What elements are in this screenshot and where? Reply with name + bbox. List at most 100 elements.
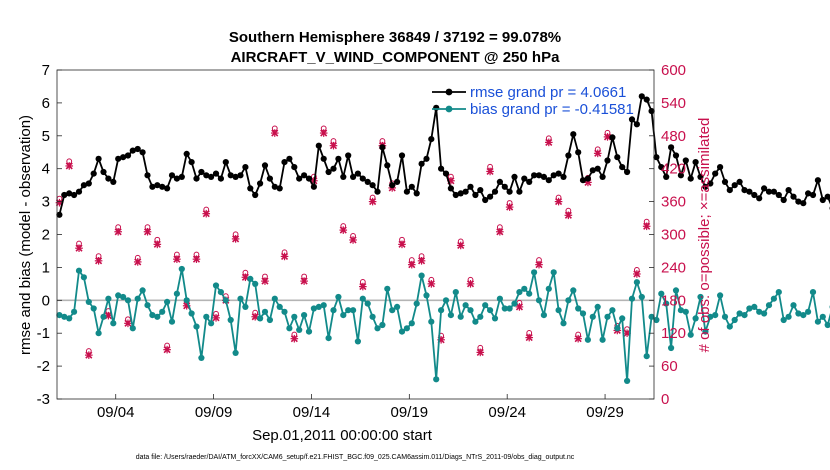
bias-point — [188, 310, 195, 317]
y-right-tick-label: 600 — [661, 62, 686, 79]
y-tick-label: 2 — [42, 227, 50, 244]
bias-point — [447, 312, 454, 319]
bias-point — [310, 305, 317, 312]
bias-point — [247, 275, 254, 282]
bias-point — [535, 297, 543, 304]
bias-point — [491, 315, 499, 322]
y-axis-label: rmse and bias (model - observation) — [17, 115, 34, 355]
bias-point — [462, 302, 469, 309]
count-assimilated-marker — [486, 167, 494, 176]
rmse-point — [633, 121, 641, 128]
bias-point — [178, 265, 185, 273]
bias-point — [379, 321, 386, 329]
y-tick-label: -2 — [37, 358, 50, 375]
x-tick-label: 09/29 — [586, 404, 624, 421]
rmse-point — [545, 177, 552, 184]
rmse-point — [487, 193, 494, 200]
bias-point — [672, 287, 680, 294]
rmse-point — [398, 152, 406, 159]
bias-point — [369, 313, 376, 320]
bias-point — [164, 298, 171, 305]
rmse-point — [379, 144, 386, 151]
data-file-footer: data file: /Users/raeder/DAI/ATM_forcXX/… — [136, 454, 575, 461]
bias-point — [80, 274, 87, 281]
count-assimilated-marker — [261, 277, 269, 285]
bias-point — [252, 280, 259, 287]
rmse-point — [535, 172, 543, 179]
count-assimilated-marker — [398, 240, 406, 249]
bias-point — [741, 312, 748, 319]
bias-point — [599, 336, 606, 343]
bias-point — [633, 279, 641, 286]
legend-rmse-marker — [445, 88, 453, 96]
rmse-point — [301, 172, 308, 179]
rmse-point — [604, 157, 611, 164]
rmse-point — [751, 191, 758, 199]
bias-point — [227, 316, 234, 324]
bias-point — [819, 313, 826, 320]
rmse-point — [281, 159, 288, 166]
bias-point — [168, 318, 176, 325]
chart-subtitle: AIRCRAFT_V_WIND_COMPONENT @ 250 hPa — [231, 49, 561, 66]
y-tick-label: 1 — [42, 259, 50, 276]
bias-point — [565, 297, 572, 304]
y-right-tick-label: 480 — [661, 128, 686, 145]
bias-point — [315, 303, 322, 310]
count-assimilated-marker — [114, 227, 122, 236]
bias-point — [71, 308, 78, 315]
bias-point — [208, 320, 215, 327]
count-assimilated-marker — [124, 319, 132, 328]
rmse-point — [575, 149, 582, 156]
rmse-point — [819, 196, 826, 204]
bias-point — [345, 307, 352, 314]
rmse-point — [790, 193, 797, 200]
bias-point — [129, 325, 136, 332]
bias-point — [692, 315, 699, 322]
bias-point — [325, 335, 332, 342]
rmse-point — [364, 178, 371, 185]
count-assimilated-marker — [349, 236, 357, 244]
rmse-point — [296, 175, 303, 182]
bias-point — [746, 305, 753, 312]
rmse-point — [291, 164, 298, 171]
bias-point — [643, 353, 650, 360]
rmse-point — [555, 170, 562, 177]
rmse-point — [75, 188, 83, 195]
bias-point — [124, 297, 132, 304]
bias-point — [765, 302, 773, 309]
rmse-point — [570, 131, 577, 138]
bias-point — [482, 302, 489, 309]
bias-point — [110, 320, 117, 327]
y-tick-label: 3 — [42, 194, 50, 211]
bias-point — [296, 326, 303, 333]
bias-point — [56, 312, 63, 319]
bias-point — [291, 313, 298, 320]
y-right-tick-label: 240 — [661, 259, 686, 276]
bias-point — [668, 344, 675, 352]
bias-point — [516, 289, 523, 296]
rmse-point — [756, 195, 763, 202]
rmse-point — [144, 172, 151, 179]
x-tick-label: 09/14 — [293, 404, 331, 421]
bias-point — [198, 354, 205, 361]
bias-point — [438, 307, 445, 314]
x-tick-label: 09/19 — [391, 404, 429, 421]
bias-point — [330, 307, 337, 314]
bias-point — [305, 328, 313, 335]
bias-point — [756, 308, 763, 315]
x-axis-ticks: 09/04 09/09 09/14 09/19 09/24 09/29 — [97, 394, 624, 421]
bias-point — [521, 285, 528, 292]
bias-point — [560, 320, 567, 327]
bias-point — [120, 293, 127, 301]
count-assimilated-marker — [515, 303, 524, 311]
y-tick-label: -3 — [37, 391, 50, 408]
rmse-point — [394, 178, 401, 185]
rmse-point — [482, 196, 489, 204]
bias-point — [95, 330, 102, 337]
rmse-point — [589, 167, 596, 174]
rmse-point — [66, 190, 73, 197]
rmse-point — [805, 190, 812, 197]
rmse-point — [271, 183, 278, 190]
count-assimilated-marker — [339, 226, 348, 234]
rmse-point — [638, 93, 645, 100]
